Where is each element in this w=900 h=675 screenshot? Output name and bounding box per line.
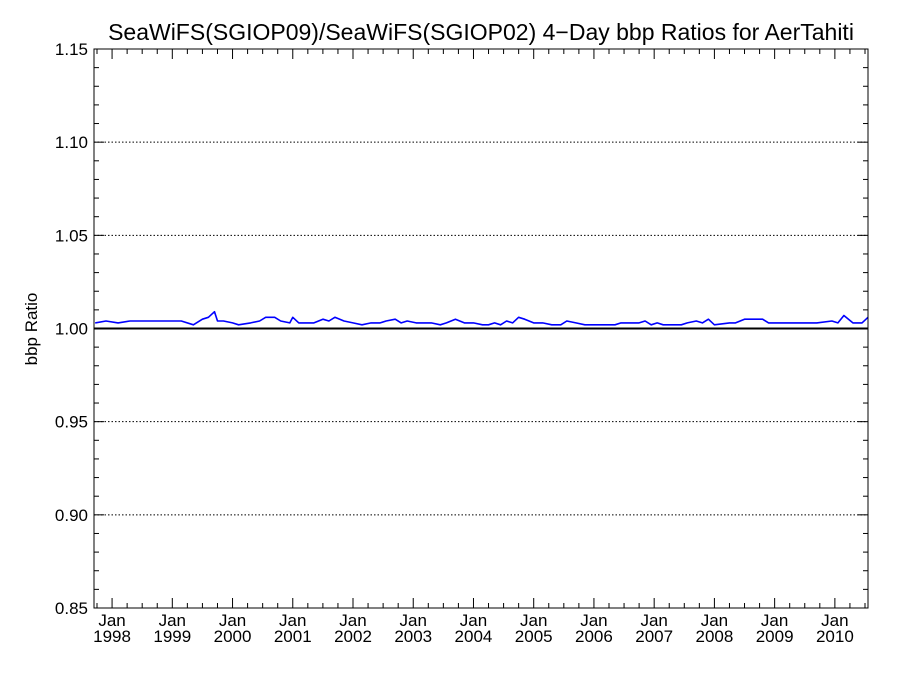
y-axis: 0.85 0.90 0.95 1.00 1.05 1.10 1.15 [55,40,868,618]
x-tick-month-label: Jan [580,611,607,630]
series-group [95,310,869,326]
y-tick-label: 1.00 [55,320,88,339]
x-tick-year-label: 2010 [816,627,854,646]
chart-title: SeaWiFS(SGIOP09)/SeaWiFS(SGIOP02) 4−Day … [108,19,854,45]
x-tick-month-label: Jan [460,611,487,630]
y-tick-label: 0.95 [55,413,88,432]
gridlines [94,141,868,516]
x-tick-month-label: Jan [339,611,366,630]
y-tick-label: 0.90 [55,506,88,525]
y-axis-label: bbp Ratio [22,293,41,366]
x-tick-year-label: 2007 [635,627,673,646]
x-tick-month-label: Jan [640,611,667,630]
x-tick-month-label: Jan [701,611,728,630]
x-tick-year-label: 1998 [93,627,131,646]
y-tick-label: 1.15 [55,40,88,59]
y-tick-label: 1.05 [55,226,88,245]
x-tick-month-label: Jan [159,611,186,630]
plot-frame [93,48,869,609]
y-tick-label: 1.10 [55,133,88,152]
x-tick-year-label: 2002 [334,627,372,646]
x-tick-year-label: 2000 [214,627,252,646]
x-tick-month-label: Jan [98,611,125,630]
x-tick-year-label: 2008 [695,627,733,646]
x-tick-month-label: Jan [400,611,427,630]
x-tick-month-label: Jan [520,611,547,630]
x-tick-year-label: 2009 [756,627,794,646]
series-line [95,310,869,326]
x-tick-year-label: 2003 [394,627,432,646]
y-tick-label: 0.85 [55,599,88,618]
x-axis: Jan1998Jan1999Jan2000Jan2001Jan2002Jan20… [93,49,866,646]
x-tick-year-label: 2005 [515,627,553,646]
x-tick-month-label: Jan [279,611,306,630]
x-tick-month-label: Jan [761,611,788,630]
x-tick-month-label: Jan [821,611,848,630]
x-tick-month-label: Jan [219,611,246,630]
x-tick-year-label: 2001 [274,627,312,646]
x-tick-year-label: 1999 [153,627,191,646]
x-tick-year-label: 2004 [455,627,493,646]
x-tick-year-label: 2006 [575,627,613,646]
